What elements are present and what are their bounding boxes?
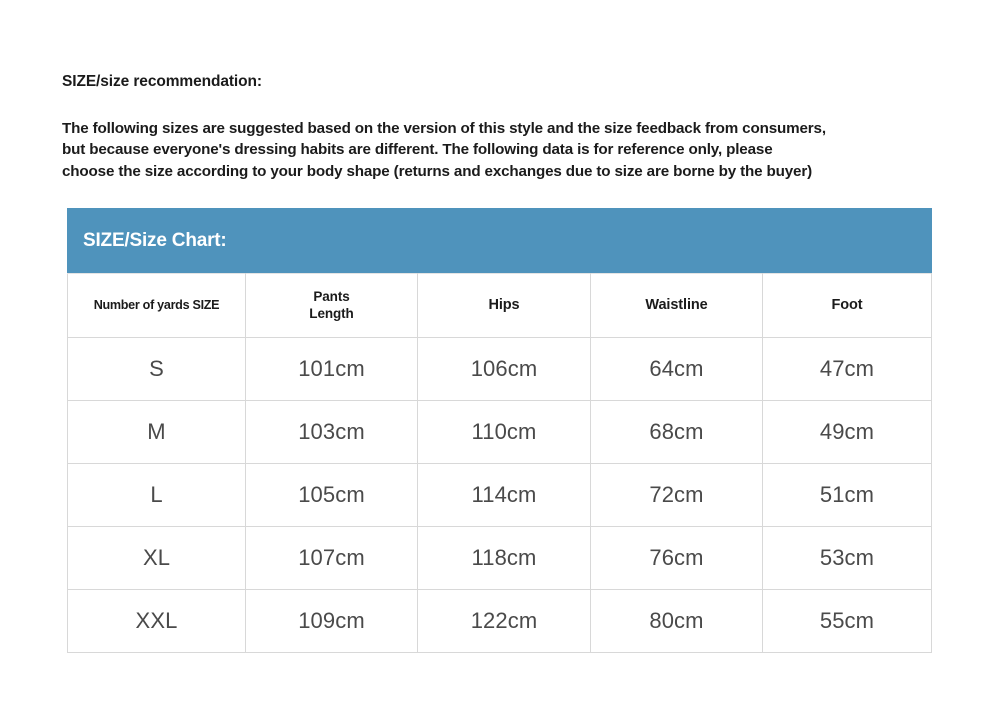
cell-pants-length: 109cm	[245, 589, 418, 653]
cell-pants-length: 107cm	[245, 526, 418, 590]
cell-hips: 110cm	[417, 400, 591, 464]
intro-paragraph-line-1: The following sizes are suggested based …	[62, 119, 826, 137]
table-header-row: Number of yards SIZE Pants Length Hips W…	[67, 273, 932, 338]
size-chart-table-head: Number of yards SIZE Pants Length Hips W…	[67, 273, 932, 338]
cell-hips: 106cm	[417, 337, 591, 401]
column-header-hips: Hips	[417, 273, 591, 338]
table-row: XXL 109cm 122cm 80cm 55cm	[67, 589, 932, 653]
cell-pants-length: 103cm	[245, 400, 418, 464]
size-chart-table: Number of yards SIZE Pants Length Hips W…	[67, 273, 932, 653]
intro-paragraph-line-2: but because everyone's dressing habits a…	[62, 141, 773, 159]
column-header-waistline: Waistline	[590, 273, 763, 338]
cell-waistline: 80cm	[590, 589, 763, 653]
size-chart-container: SIZE/Size Chart: Number of yards SIZE Pa…	[67, 208, 932, 653]
cell-waistline: 68cm	[590, 400, 763, 464]
cell-hips: 122cm	[417, 589, 591, 653]
cell-size: S	[67, 337, 246, 401]
column-header-pants-length-line-2: Length	[309, 305, 354, 321]
intro-block: SIZE/size recommendation: The following …	[62, 73, 942, 182]
table-row: S 101cm 106cm 64cm 47cm	[67, 337, 932, 401]
cell-foot: 51cm	[762, 463, 932, 527]
cell-waistline: 76cm	[590, 526, 763, 590]
cell-pants-length: 105cm	[245, 463, 418, 527]
intro-paragraph-line-3: choose the size according to your body s…	[62, 162, 813, 180]
column-header-pants-length: Pants Length	[245, 273, 418, 338]
table-row: M 103cm 110cm 68cm 49cm	[67, 400, 932, 464]
cell-waistline: 72cm	[590, 463, 763, 527]
cell-size: M	[67, 400, 246, 464]
size-chart-table-body: S 101cm 106cm 64cm 47cm M 103cm 110cm 68…	[67, 337, 932, 653]
size-chart-header-title: SIZE/Size Chart:	[83, 229, 227, 251]
cell-pants-length: 101cm	[245, 337, 418, 401]
column-header-foot: Foot	[762, 273, 932, 338]
cell-hips: 114cm	[417, 463, 591, 527]
page-title: SIZE/size recommendation:	[62, 73, 262, 90]
cell-size: XL	[67, 526, 246, 590]
intro-paragraph: The following sizes are suggested based …	[62, 118, 940, 183]
table-row: XL 107cm 118cm 76cm 53cm	[67, 526, 932, 590]
cell-size: XXL	[67, 589, 246, 653]
cell-hips: 118cm	[417, 526, 591, 590]
cell-size: L	[67, 463, 246, 527]
cell-foot: 47cm	[762, 337, 932, 401]
cell-waistline: 64cm	[590, 337, 763, 401]
cell-foot: 53cm	[762, 526, 932, 590]
cell-foot: 55cm	[762, 589, 932, 653]
table-row: L 105cm 114cm 72cm 51cm	[67, 463, 932, 527]
size-chart-header-bar: SIZE/Size Chart:	[67, 208, 932, 273]
column-header-size: Number of yards SIZE	[67, 273, 246, 338]
column-header-pants-length-line-1: Pants	[313, 288, 350, 304]
cell-foot: 49cm	[762, 400, 932, 464]
